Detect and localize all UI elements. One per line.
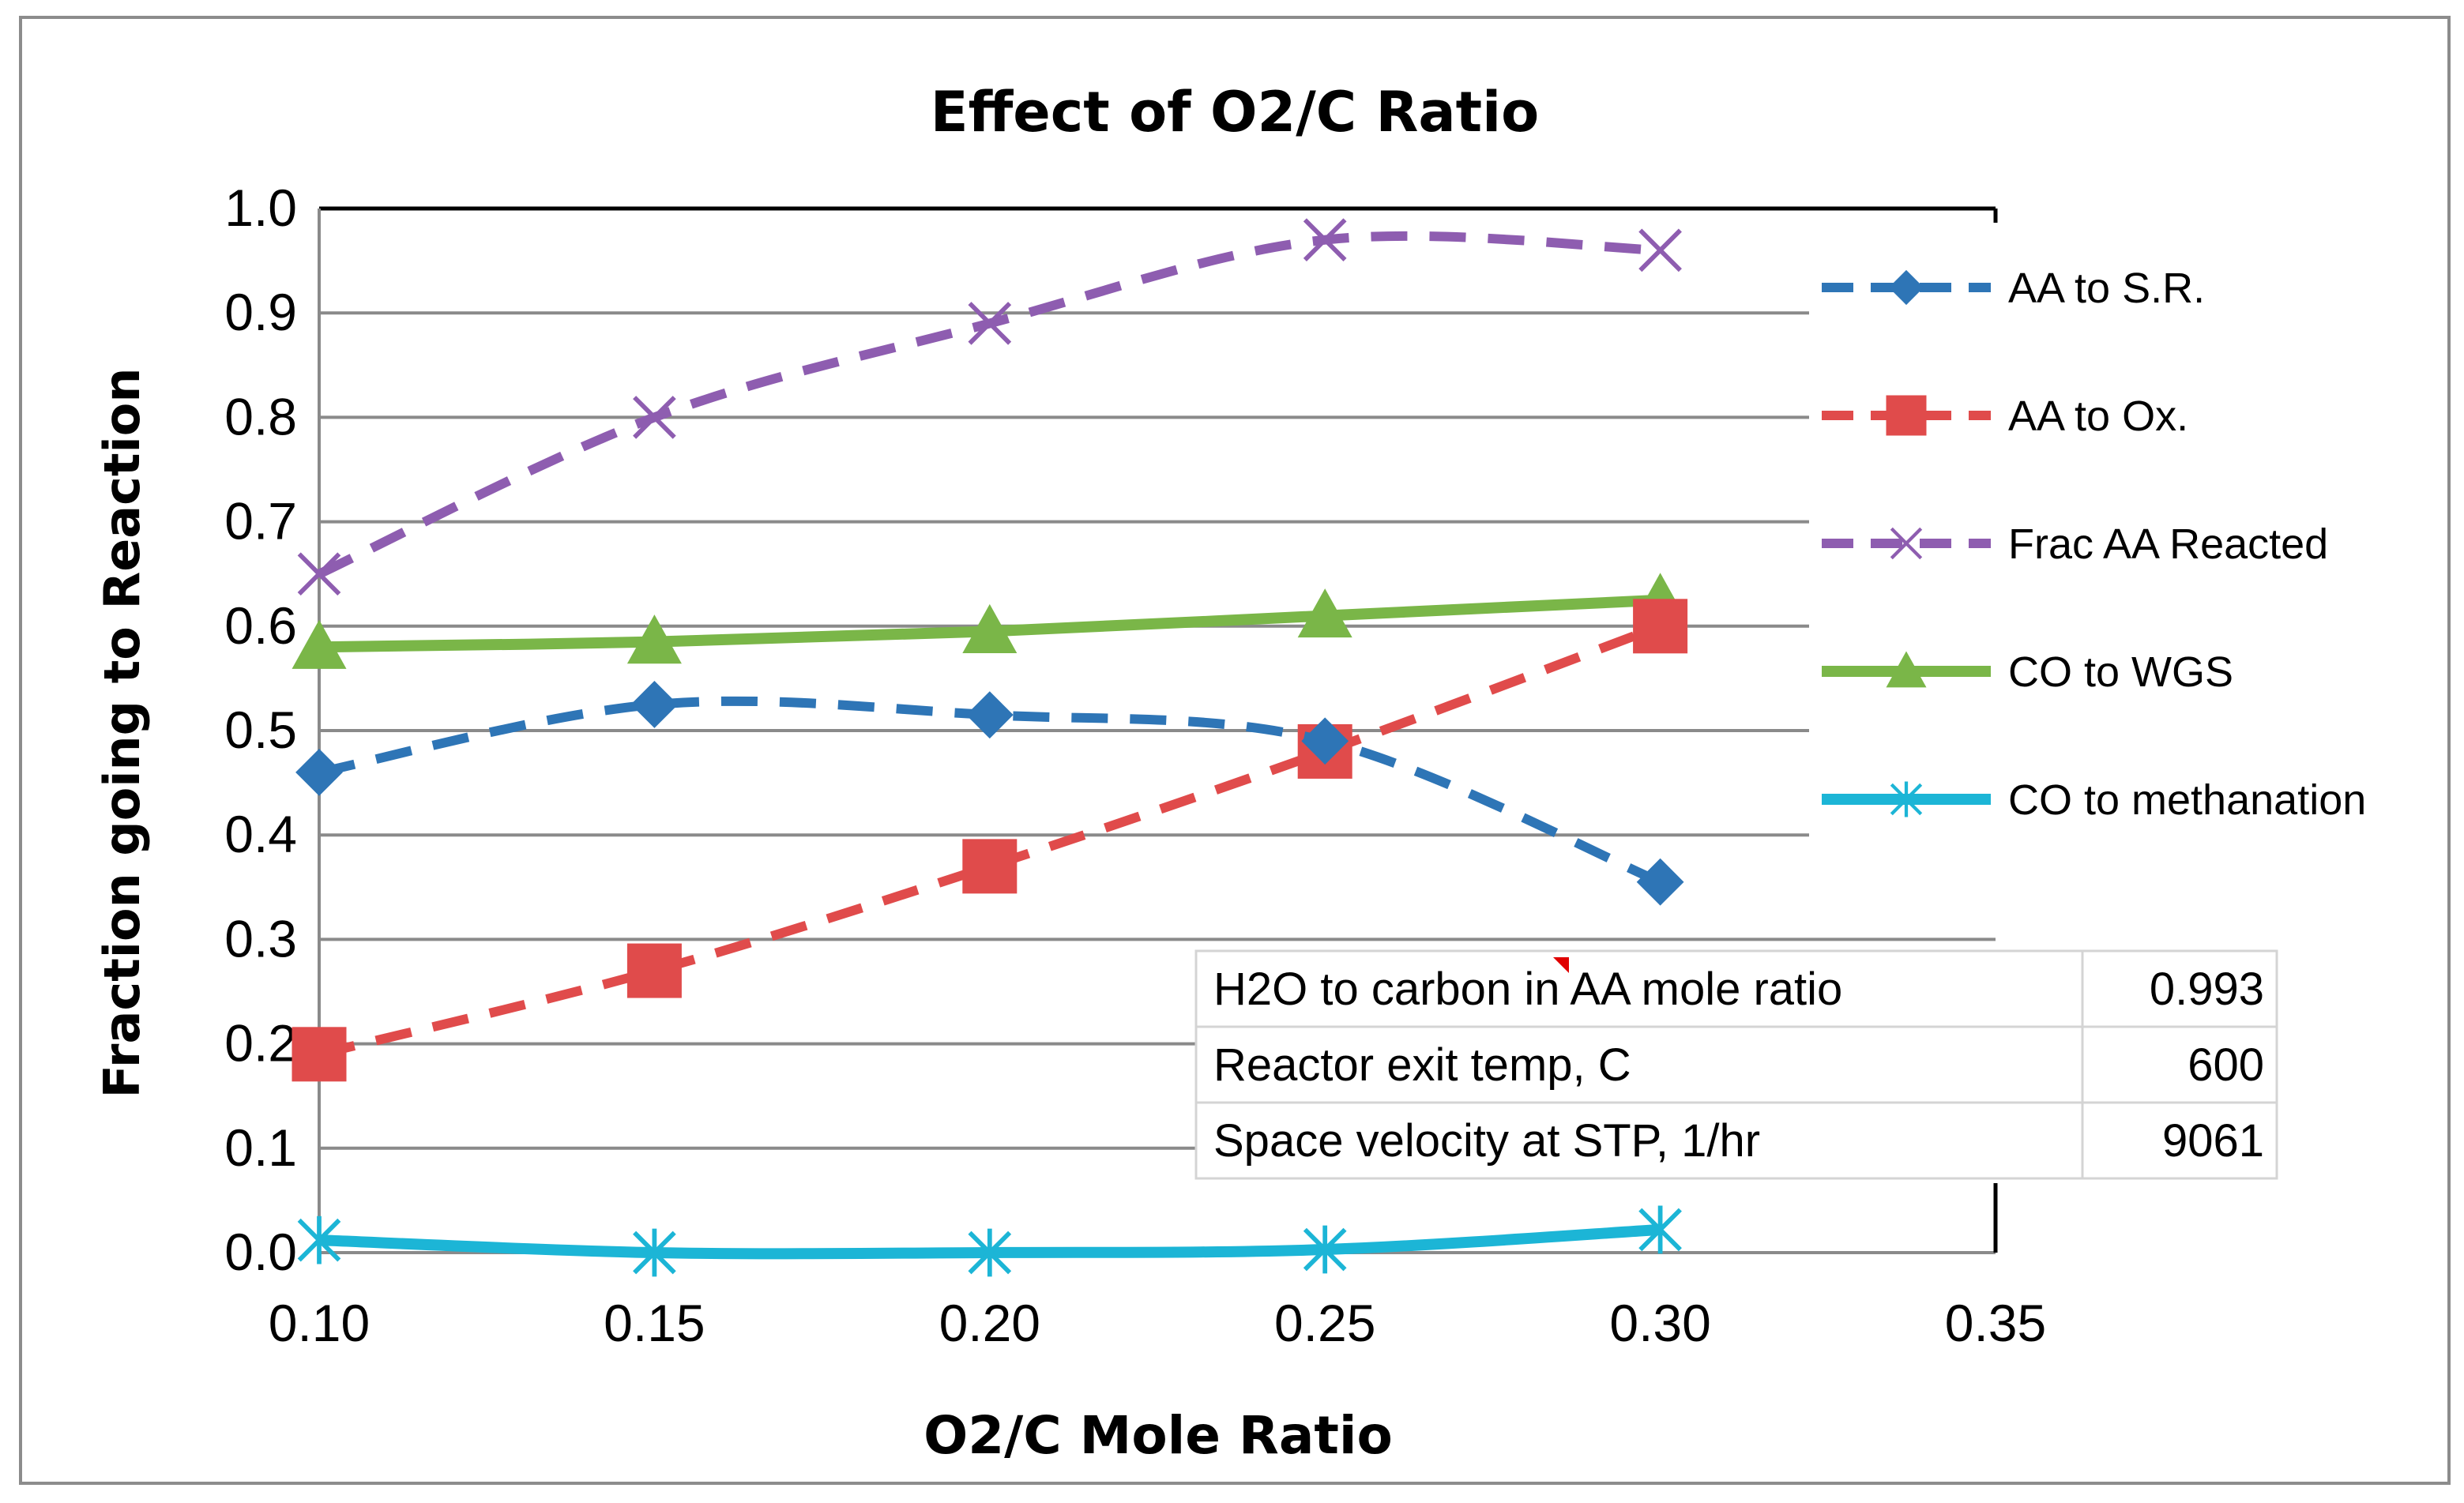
legend-marker: [1890, 781, 1923, 817]
legend-entry: CO to methanation: [1822, 776, 2366, 824]
legend-label: CO to WGS: [2008, 648, 2233, 696]
data-point: [633, 396, 676, 439]
y-tick-label: 0.1: [224, 1118, 297, 1177]
data-point: [1638, 1205, 1682, 1254]
info-table-label: Space velocity at STP, 1/hr: [1213, 1115, 1760, 1167]
info-table: H2O to carbon in AA mole ratio 0.993 React…: [1194, 945, 2278, 1183]
legend-entry: Frac AA Reacted: [1822, 520, 2328, 568]
data-point: [968, 1228, 1012, 1277]
legend: AA to S.R. AA to Ox. Frac AA Reacted CO to …: [1809, 237, 2441, 861]
data-point: [626, 943, 682, 998]
x-tick-label: 0.30: [1609, 1294, 1710, 1352]
legend-entry: AA to Ox.: [1822, 393, 2188, 440]
data-point: [1633, 599, 1688, 654]
y-tick-label: 0.0: [224, 1223, 297, 1281]
y-tick-label: 1.0: [224, 178, 297, 237]
legend-entry: AA to S.R.: [1822, 265, 2205, 312]
chart-title: Effect of O2/C Ratio: [931, 80, 1539, 145]
legend-marker: [1886, 395, 1927, 436]
series-line: [318, 622, 1662, 1059]
series-group: [292, 218, 1688, 1277]
y-axis-label: Fraction going to Reaction: [93, 368, 151, 1099]
x-axis-label: O2/C Mole Ratio: [924, 1405, 1393, 1466]
y-tick-label: 0.7: [224, 492, 297, 550]
data-point: [968, 302, 1012, 345]
y-tick-label: 0.9: [224, 283, 297, 341]
info-table-label: H2O to carbon in AA mole ratio: [1213, 964, 1842, 1015]
y-tick-label: 0.5: [224, 701, 297, 759]
x-tick-label: 0.35: [1945, 1294, 2046, 1352]
series-frac-aa-reacted: [297, 218, 1682, 596]
info-table-label: Reactor exit temp, C: [1213, 1039, 1631, 1091]
info-table-value: 600: [2188, 1039, 2264, 1091]
legend-background: [1809, 237, 2441, 861]
data-point: [633, 1228, 676, 1277]
data-point: [1638, 228, 1682, 272]
comment-indicator: [1553, 957, 1569, 973]
legend-label: Frac AA Reacted: [2008, 520, 2328, 568]
data-point: [1297, 588, 1352, 638]
y-tick-label: 0.8: [224, 387, 297, 445]
info-table-row: [1194, 1101, 2278, 1180]
data-point: [297, 1216, 341, 1264]
series-co-to-methanation: [297, 1205, 1682, 1277]
y-tick-label: 0.2: [224, 1014, 297, 1073]
info-table-background: [1196, 945, 2277, 1183]
legend-marker: [1890, 527, 1923, 560]
data-point: [295, 748, 343, 796]
x-tick-label: 0.15: [604, 1294, 705, 1352]
data-point: [1303, 218, 1347, 261]
data-point: [962, 603, 1018, 654]
legend-marker: [1886, 651, 1927, 688]
y-tick-label: 0.6: [224, 596, 297, 655]
data-point: [962, 839, 1018, 894]
info-table-value: 9061: [2162, 1115, 2264, 1167]
data-point: [292, 1027, 347, 1082]
data-point: [1301, 717, 1349, 765]
info-table-value: 0.993: [2150, 964, 2264, 1015]
x-tick-label: 0.25: [1274, 1294, 1375, 1352]
data-point: [965, 691, 1014, 739]
legend-label: AA to Ox.: [2008, 393, 2188, 440]
legend-marker: [1888, 269, 1924, 306]
data-point: [1636, 858, 1684, 906]
legend-label: AA to S.R.: [2008, 265, 2205, 312]
y-tick-label: 0.4: [224, 805, 297, 863]
data-point: [626, 614, 682, 664]
data-point: [297, 552, 341, 596]
series-aa-to-s-r: [295, 681, 1684, 906]
x-tick-label: 0.20: [939, 1294, 1040, 1352]
data-point: [1303, 1225, 1347, 1274]
legend-label: CO to methanation: [2008, 776, 2366, 824]
y-tick-label: 0.3: [224, 909, 297, 968]
data-point: [292, 619, 347, 669]
data-point: [630, 681, 679, 728]
legend-entry: CO to WGS: [1822, 648, 2233, 696]
x-tick-label: 0.10: [269, 1294, 370, 1352]
